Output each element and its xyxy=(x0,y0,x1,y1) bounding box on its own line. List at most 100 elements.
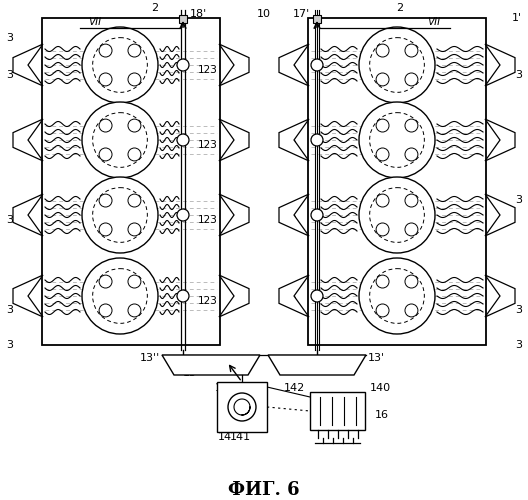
Circle shape xyxy=(376,148,389,161)
Polygon shape xyxy=(13,194,43,236)
Polygon shape xyxy=(13,44,43,86)
Text: 3: 3 xyxy=(515,305,522,315)
Text: 142: 142 xyxy=(284,383,305,393)
Circle shape xyxy=(405,148,418,161)
Circle shape xyxy=(177,209,189,221)
Circle shape xyxy=(405,44,418,57)
Circle shape xyxy=(376,304,389,317)
Text: 3: 3 xyxy=(6,340,13,350)
Circle shape xyxy=(99,223,112,236)
Circle shape xyxy=(376,44,389,57)
Circle shape xyxy=(376,275,389,288)
Text: 123: 123 xyxy=(198,65,218,75)
Circle shape xyxy=(228,393,256,421)
Circle shape xyxy=(99,194,112,207)
Text: 13'': 13'' xyxy=(140,353,160,363)
Circle shape xyxy=(82,177,158,253)
Circle shape xyxy=(311,209,323,221)
Circle shape xyxy=(128,148,141,161)
Bar xyxy=(313,15,321,23)
Bar xyxy=(310,392,365,430)
Circle shape xyxy=(82,258,158,334)
Circle shape xyxy=(128,275,141,288)
Polygon shape xyxy=(279,275,309,317)
Text: 123: 123 xyxy=(198,215,218,225)
Circle shape xyxy=(99,148,112,161)
Circle shape xyxy=(82,27,158,103)
Circle shape xyxy=(376,73,389,86)
Circle shape xyxy=(376,119,389,132)
Text: VII: VII xyxy=(88,17,101,27)
Circle shape xyxy=(311,134,323,146)
Polygon shape xyxy=(485,275,515,317)
Text: 123: 123 xyxy=(278,215,298,225)
Text: 123: 123 xyxy=(198,296,218,306)
Circle shape xyxy=(311,59,323,71)
Polygon shape xyxy=(219,44,249,86)
Polygon shape xyxy=(219,194,249,236)
Text: VII: VII xyxy=(427,17,440,27)
Polygon shape xyxy=(13,119,43,161)
Text: 123: 123 xyxy=(198,140,218,150)
Polygon shape xyxy=(485,194,515,236)
Circle shape xyxy=(359,258,435,334)
Text: 3: 3 xyxy=(515,70,522,80)
Circle shape xyxy=(128,194,141,207)
Text: 141: 141 xyxy=(230,432,251,442)
Polygon shape xyxy=(268,355,366,375)
Text: 18': 18' xyxy=(190,9,208,19)
Text: 123: 123 xyxy=(278,140,298,150)
Polygon shape xyxy=(219,119,249,161)
Polygon shape xyxy=(219,275,249,317)
Bar xyxy=(217,382,267,432)
Text: 143: 143 xyxy=(215,383,235,393)
Circle shape xyxy=(99,275,112,288)
Circle shape xyxy=(405,73,418,86)
Text: 17': 17' xyxy=(293,9,310,19)
Polygon shape xyxy=(279,194,309,236)
Text: 14: 14 xyxy=(218,432,232,442)
Polygon shape xyxy=(279,44,309,86)
Circle shape xyxy=(177,134,189,146)
Circle shape xyxy=(99,119,112,132)
Text: 13': 13' xyxy=(368,353,385,363)
Text: 3: 3 xyxy=(6,215,13,225)
Text: 123: 123 xyxy=(278,65,298,75)
Circle shape xyxy=(405,304,418,317)
Circle shape xyxy=(311,290,323,302)
Text: 3: 3 xyxy=(515,340,522,350)
Circle shape xyxy=(405,194,418,207)
Bar xyxy=(42,18,220,345)
Polygon shape xyxy=(485,44,515,86)
Text: 140: 140 xyxy=(370,383,391,393)
Circle shape xyxy=(99,73,112,86)
Circle shape xyxy=(376,194,389,207)
Text: 2: 2 xyxy=(152,3,158,13)
Circle shape xyxy=(177,59,189,71)
Text: 3: 3 xyxy=(6,70,13,80)
Circle shape xyxy=(405,275,418,288)
Circle shape xyxy=(359,27,435,103)
Text: 3: 3 xyxy=(515,195,522,205)
Bar xyxy=(308,18,486,345)
Text: 3: 3 xyxy=(6,33,13,43)
Circle shape xyxy=(82,102,158,178)
Text: 10: 10 xyxy=(257,9,271,19)
Text: 3: 3 xyxy=(6,305,13,315)
Circle shape xyxy=(405,223,418,236)
Polygon shape xyxy=(162,355,260,375)
Text: 16: 16 xyxy=(375,410,389,420)
Polygon shape xyxy=(279,119,309,161)
Circle shape xyxy=(128,223,141,236)
Circle shape xyxy=(405,119,418,132)
Circle shape xyxy=(99,44,112,57)
Circle shape xyxy=(99,304,112,317)
Bar xyxy=(179,15,187,23)
Polygon shape xyxy=(485,119,515,161)
Circle shape xyxy=(128,304,141,317)
Text: 2: 2 xyxy=(397,3,403,13)
Polygon shape xyxy=(13,275,43,317)
Circle shape xyxy=(359,177,435,253)
Text: ФИГ. 6: ФИГ. 6 xyxy=(228,481,300,499)
Circle shape xyxy=(177,290,189,302)
